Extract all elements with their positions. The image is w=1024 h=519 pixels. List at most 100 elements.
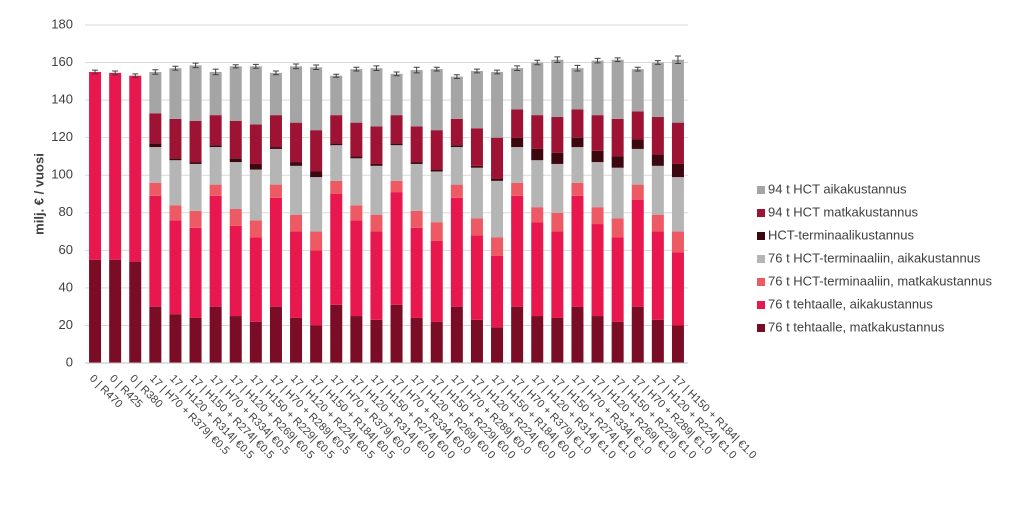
error-bar — [252, 63, 259, 69]
bar-segment — [229, 162, 242, 210]
error-bar — [192, 62, 199, 69]
bar-segment — [189, 227, 202, 318]
bar-segment — [290, 317, 303, 363]
bar-segment — [491, 237, 504, 256]
bar-segment — [269, 306, 282, 363]
bar-segment — [370, 163, 383, 166]
bar-segment — [269, 184, 282, 198]
bar-segment — [531, 62, 544, 116]
bar-segment — [209, 306, 222, 363]
bar-segment — [410, 317, 423, 363]
bar-segment — [350, 205, 363, 221]
bar-segment — [350, 220, 363, 317]
legend-label: HCT-terminaalikustannus — [768, 227, 914, 242]
bar-segment — [470, 128, 483, 166]
bar-segment — [611, 218, 624, 238]
bar-segment — [631, 111, 644, 140]
bar-segment — [109, 72, 122, 260]
bar-segment — [450, 147, 463, 185]
bar-segment — [450, 76, 463, 119]
bar-segment — [571, 182, 584, 196]
bar-segment — [551, 152, 564, 164]
bar-segment — [591, 162, 604, 208]
bar-segment — [269, 148, 282, 185]
bar-segment — [290, 66, 303, 123]
bar-segment — [410, 163, 423, 211]
bar-segment — [189, 120, 202, 163]
bar-segment — [229, 316, 242, 363]
y-tick-label: 40 — [59, 279, 73, 294]
bar-segment — [591, 316, 604, 363]
bar-segment — [330, 194, 343, 305]
bar-segment — [671, 231, 684, 253]
error-bar — [594, 57, 601, 64]
bar-segment — [310, 67, 323, 131]
bar-segment — [129, 75, 142, 262]
bar-segment — [350, 122, 363, 157]
bar-segment — [491, 180, 504, 238]
bar-segment — [169, 220, 182, 315]
bar-segment — [229, 66, 242, 121]
bar-segment — [169, 314, 182, 363]
bar-segment — [651, 319, 664, 363]
y-tick-label: 100 — [51, 167, 73, 182]
bar-segment — [470, 165, 483, 168]
legend-swatch — [757, 232, 765, 240]
legend-swatch — [757, 209, 765, 217]
bar-segment — [410, 162, 423, 164]
bar-segment — [350, 156, 363, 159]
bar-segment — [390, 73, 403, 116]
error-bar — [413, 66, 420, 74]
bar-segment — [290, 165, 303, 215]
bar-segment — [430, 222, 443, 241]
bar-segment — [370, 126, 383, 164]
bar-segment — [591, 224, 604, 317]
bar-segment — [571, 195, 584, 307]
bar-segment — [631, 69, 644, 112]
error-bar — [634, 66, 641, 72]
bar-segment — [571, 147, 584, 183]
bar-segment — [631, 148, 644, 185]
error-bar — [574, 64, 581, 72]
bar-segment — [189, 162, 202, 164]
bar-segment — [551, 317, 564, 363]
error-bar — [112, 70, 119, 76]
error-bar — [313, 64, 320, 71]
bar-segment — [651, 231, 664, 320]
bar-segment — [531, 207, 544, 223]
error-bar — [132, 73, 139, 79]
bar-segment — [149, 113, 162, 144]
bar-segment — [129, 261, 142, 363]
bar-segment — [149, 195, 162, 307]
bar-segment — [611, 321, 624, 363]
bar-segment — [491, 137, 504, 179]
bar-segment — [189, 317, 202, 363]
bar-segment — [189, 163, 202, 211]
error-bar — [453, 74, 460, 80]
error-bar — [514, 65, 521, 71]
bar-segment — [370, 68, 383, 127]
bar-segment — [531, 115, 544, 149]
bar-segment — [571, 306, 584, 363]
y-tick-label: 0 — [66, 354, 73, 369]
bar-segment — [330, 145, 343, 181]
bar-segment — [531, 222, 544, 317]
bar-segment — [290, 231, 303, 318]
bar-segment — [430, 321, 443, 363]
bar-segment — [410, 227, 423, 318]
legend-label: 76 t HCT-terminaaliin, matkakustannus — [768, 273, 992, 288]
bar-segment — [591, 150, 604, 163]
error-bar — [293, 63, 300, 70]
bar-segment — [511, 109, 524, 138]
bar-segment — [470, 218, 483, 236]
bar-segment — [370, 319, 383, 363]
bar-segment — [89, 259, 102, 363]
bar-segment — [390, 180, 403, 193]
bar-segment — [491, 327, 504, 363]
bar-segment — [430, 240, 443, 322]
bar-segment — [310, 231, 323, 251]
error-bar — [373, 65, 380, 71]
bar-segment — [330, 304, 343, 363]
bar-segment — [591, 60, 604, 116]
bar-segment — [671, 177, 684, 232]
